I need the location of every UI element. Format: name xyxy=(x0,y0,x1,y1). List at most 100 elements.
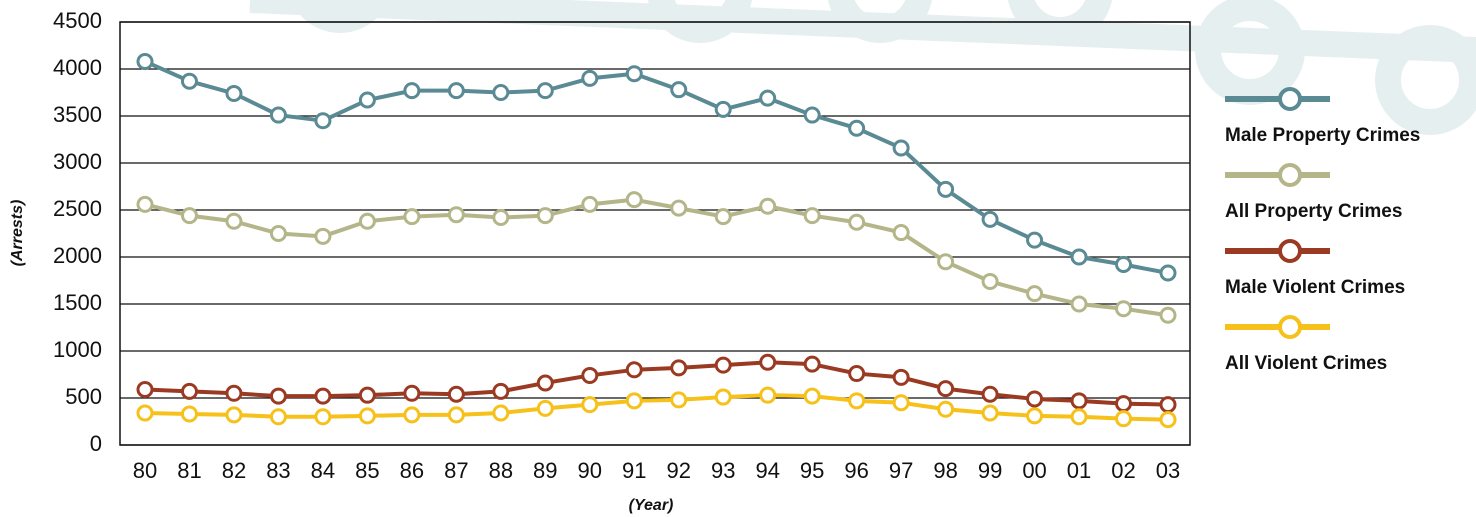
data-point xyxy=(583,197,597,211)
data-point xyxy=(138,406,152,420)
data-point xyxy=(894,226,908,240)
data-point xyxy=(405,408,419,422)
x-tick-label: 82 xyxy=(222,458,246,483)
data-point xyxy=(271,410,285,424)
x-tick-label: 88 xyxy=(489,458,513,483)
data-point xyxy=(1161,413,1175,427)
data-point xyxy=(227,86,241,100)
data-point xyxy=(449,387,463,401)
data-point xyxy=(627,394,641,408)
data-point xyxy=(1117,302,1131,316)
data-point xyxy=(1117,397,1131,411)
data-point xyxy=(227,214,241,228)
x-tick-label: 83 xyxy=(266,458,290,483)
data-point xyxy=(405,210,419,224)
data-point xyxy=(182,407,196,421)
data-point xyxy=(227,408,241,422)
data-point xyxy=(716,390,730,404)
data-point xyxy=(983,274,997,288)
data-point xyxy=(850,121,864,135)
y-tick-label: 500 xyxy=(65,384,102,409)
data-point xyxy=(360,409,374,423)
x-tick-label: 84 xyxy=(311,458,335,483)
y-tick-label: 4000 xyxy=(53,55,102,80)
data-point xyxy=(138,54,152,68)
data-point xyxy=(1072,394,1086,408)
y-tick-label: 1000 xyxy=(53,337,102,362)
y-tick-label: 1500 xyxy=(53,290,102,315)
x-tick-label: 90 xyxy=(578,458,602,483)
data-point xyxy=(761,388,775,402)
data-point xyxy=(850,394,864,408)
data-point xyxy=(672,361,686,375)
x-tick-label: 94 xyxy=(755,458,779,483)
y-tick-label: 3000 xyxy=(53,149,102,174)
data-point xyxy=(939,255,953,269)
x-tick-label: 01 xyxy=(1067,458,1091,483)
data-point xyxy=(627,193,641,207)
x-tick-label: 98 xyxy=(933,458,957,483)
data-point xyxy=(672,393,686,407)
data-point xyxy=(805,357,819,371)
data-point xyxy=(1028,409,1042,423)
data-point xyxy=(894,396,908,410)
x-tick-label: 95 xyxy=(800,458,824,483)
x-tick-label: 02 xyxy=(1111,458,1135,483)
data-point xyxy=(494,384,508,398)
x-tick-label: 89 xyxy=(533,458,557,483)
data-point xyxy=(1072,250,1086,264)
data-point xyxy=(1161,266,1175,280)
legend-swatch-marker xyxy=(1280,165,1300,185)
data-point xyxy=(983,212,997,226)
x-tick-label: 91 xyxy=(622,458,646,483)
data-point xyxy=(672,83,686,97)
data-point xyxy=(449,84,463,98)
data-point xyxy=(894,370,908,384)
data-point xyxy=(182,384,196,398)
data-point xyxy=(1117,412,1131,426)
x-tick-label: 86 xyxy=(400,458,424,483)
data-point xyxy=(182,74,196,88)
data-point xyxy=(850,367,864,381)
series-line xyxy=(145,395,1168,419)
data-point xyxy=(805,108,819,122)
data-point xyxy=(271,108,285,122)
data-point xyxy=(138,383,152,397)
x-tick-label: 03 xyxy=(1156,458,1180,483)
x-tick-label: 99 xyxy=(978,458,1002,483)
data-point xyxy=(360,93,374,107)
data-point xyxy=(316,114,330,128)
y-axis-label: (Arrests) xyxy=(9,200,26,267)
data-point xyxy=(316,229,330,243)
x-tick-label: 97 xyxy=(889,458,913,483)
data-point xyxy=(761,355,775,369)
data-point xyxy=(1028,392,1042,406)
data-point xyxy=(983,406,997,420)
data-point xyxy=(405,84,419,98)
x-tick-label: 87 xyxy=(444,458,468,483)
data-point xyxy=(939,402,953,416)
y-tick-label: 4500 xyxy=(53,8,102,33)
data-point xyxy=(805,389,819,403)
data-point xyxy=(360,388,374,402)
legend-label: Male Violent Crimes xyxy=(1225,277,1405,298)
legend-swatch-marker xyxy=(1280,89,1300,109)
x-tick-label: 92 xyxy=(666,458,690,483)
x-tick-label: 85 xyxy=(355,458,379,483)
series-line xyxy=(145,61,1168,273)
legend-label: Male Property Crimes xyxy=(1225,125,1420,146)
data-point xyxy=(805,209,819,223)
data-point xyxy=(1028,287,1042,301)
legend-swatch-marker xyxy=(1280,241,1300,261)
data-point xyxy=(939,182,953,196)
data-point xyxy=(1028,233,1042,247)
data-point xyxy=(1161,308,1175,322)
data-point xyxy=(850,215,864,229)
legend-swatch-marker xyxy=(1280,317,1300,337)
legend-label: All Violent Crimes xyxy=(1225,353,1387,374)
data-point xyxy=(138,197,152,211)
x-tick-label: 93 xyxy=(711,458,735,483)
data-point xyxy=(627,67,641,81)
data-point xyxy=(716,210,730,224)
data-point xyxy=(449,208,463,222)
